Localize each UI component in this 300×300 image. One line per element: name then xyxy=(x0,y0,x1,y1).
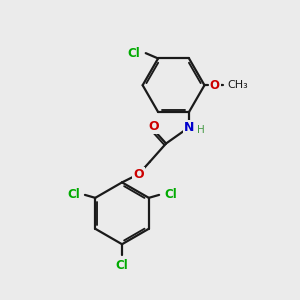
Text: H: H xyxy=(197,125,205,135)
Text: O: O xyxy=(210,79,220,92)
Text: CH₃: CH₃ xyxy=(227,80,248,90)
Text: O: O xyxy=(148,120,159,133)
Text: Cl: Cl xyxy=(67,188,80,201)
Text: N: N xyxy=(184,121,194,134)
Text: Cl: Cl xyxy=(128,46,140,60)
Text: Cl: Cl xyxy=(116,259,128,272)
Text: Cl: Cl xyxy=(164,188,177,201)
Text: O: O xyxy=(134,168,144,181)
